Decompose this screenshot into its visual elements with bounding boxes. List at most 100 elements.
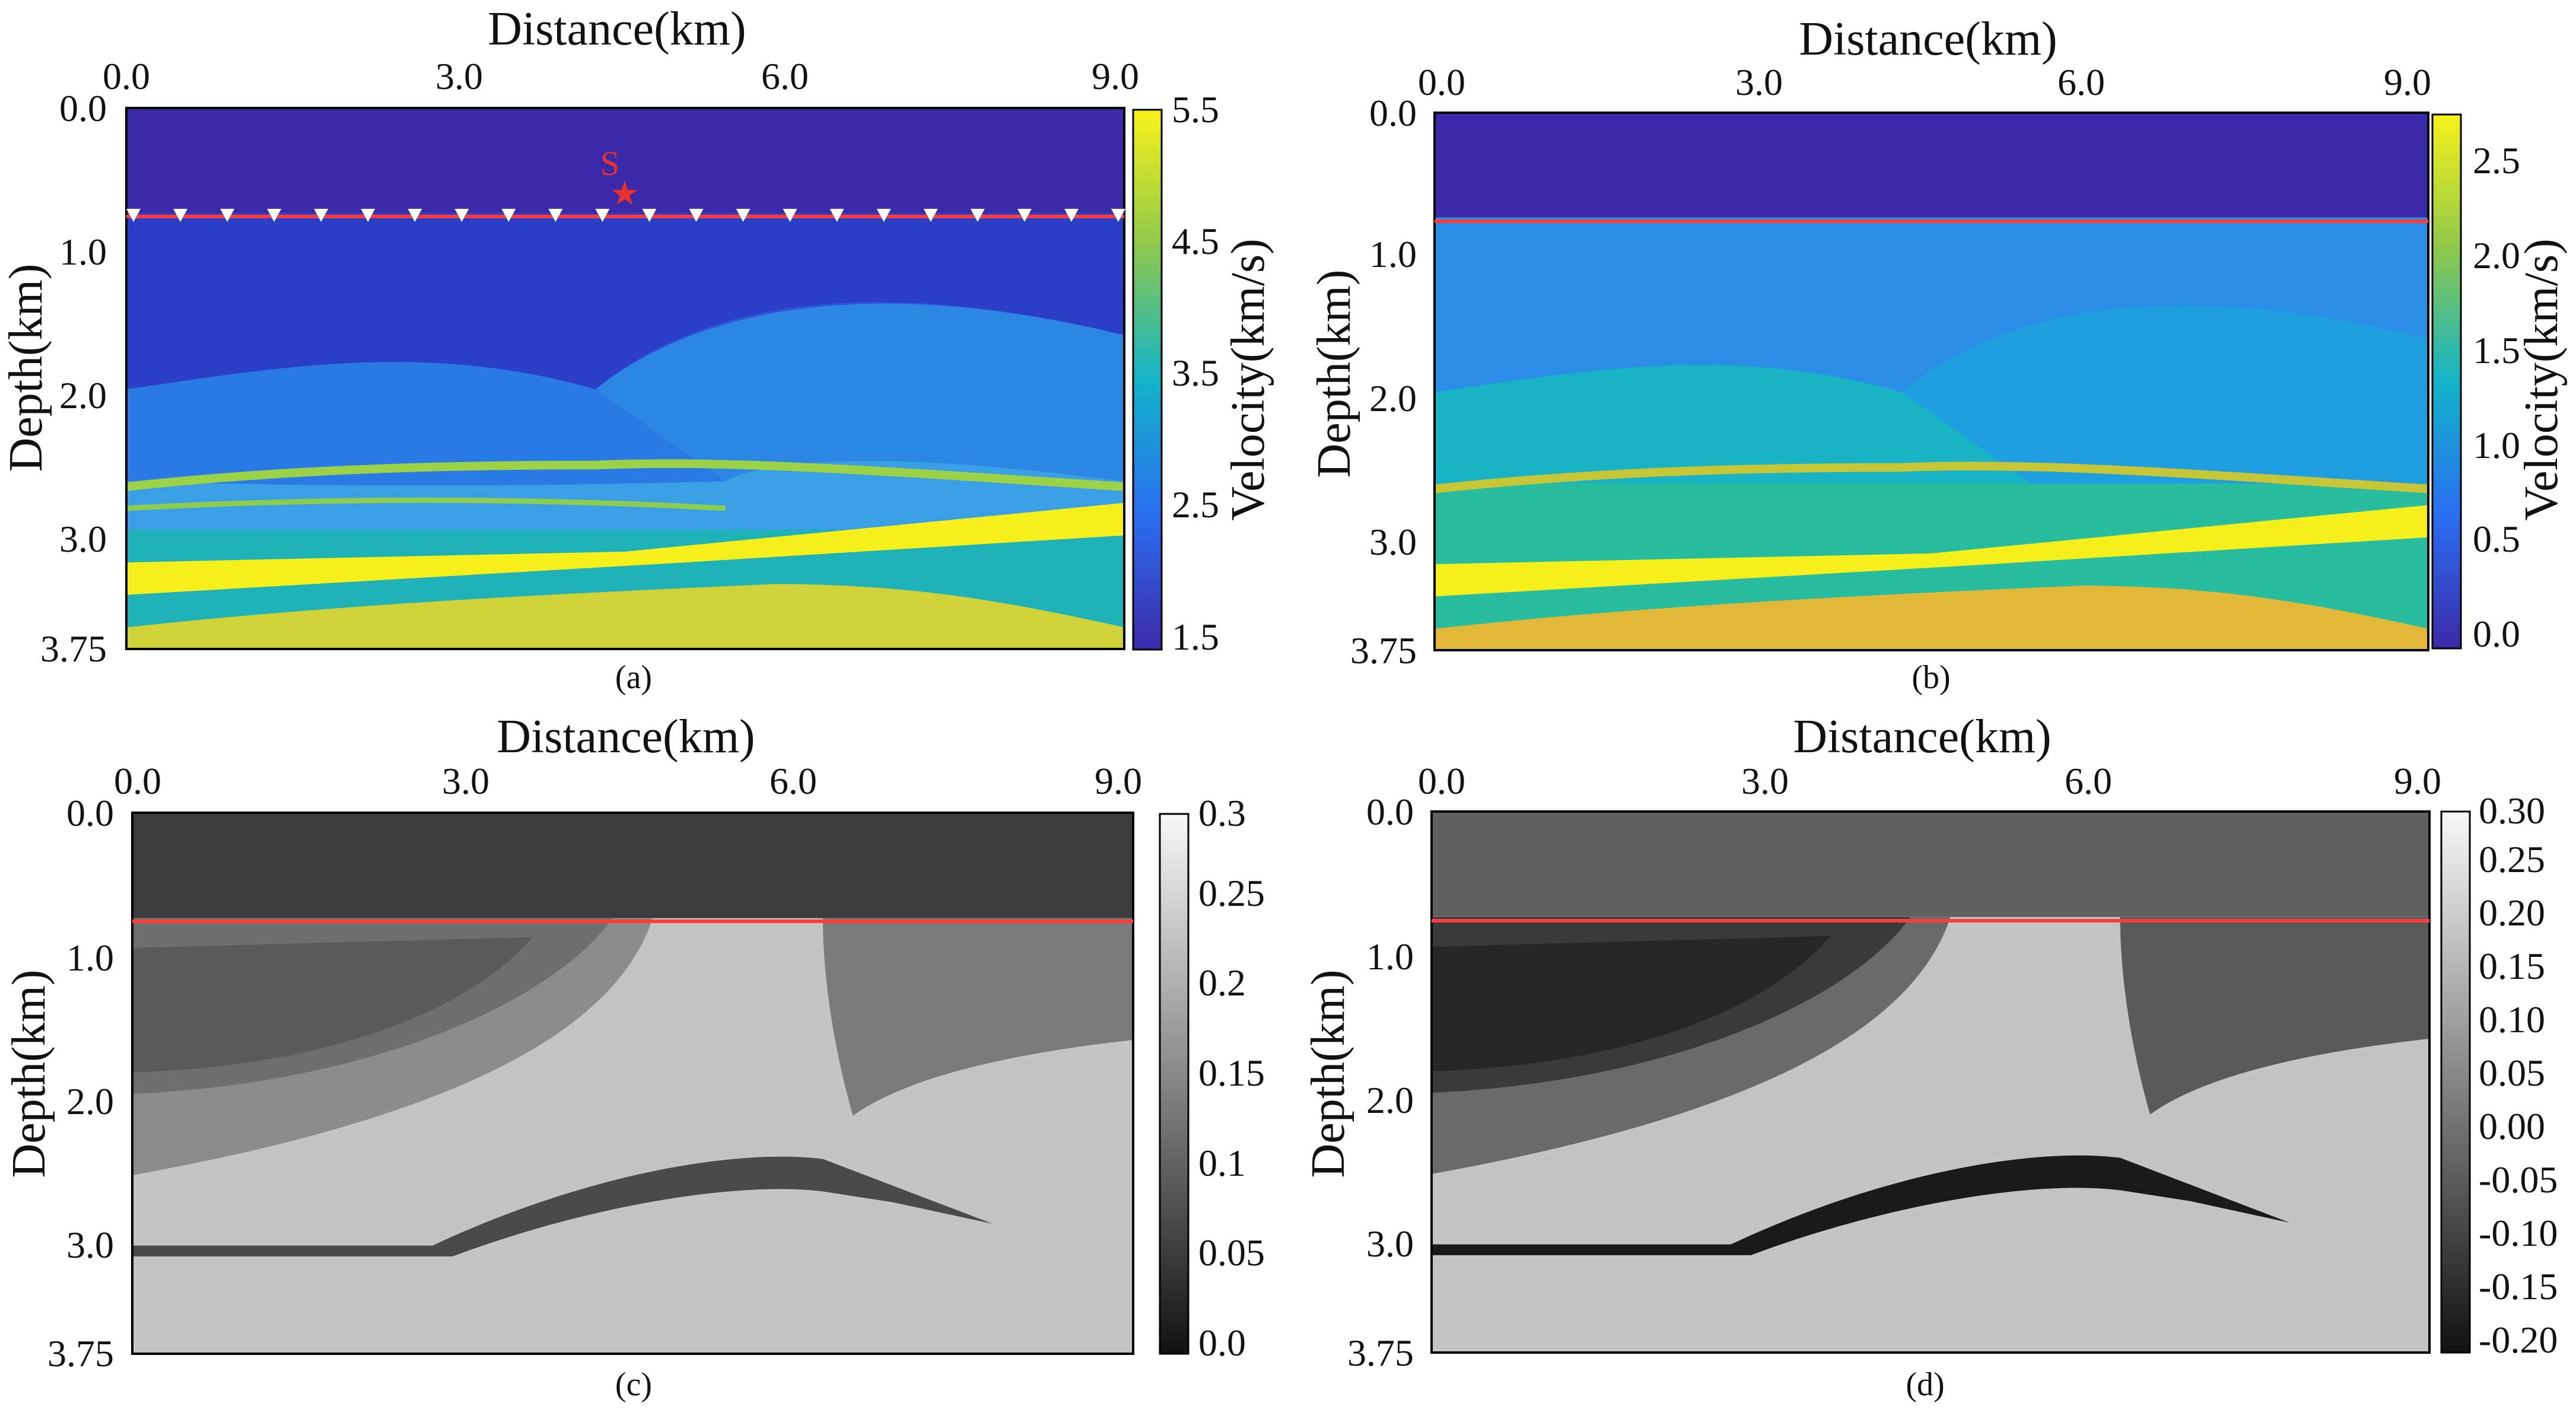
panel-d-ytick-4: 3.75 <box>1347 1332 1414 1374</box>
panel-d-cbar-tick-7: 0.15 <box>2479 945 2545 987</box>
receiver-triangle-icon <box>454 209 469 222</box>
receiver-triangle-icon <box>829 209 844 222</box>
panel-a-ytick-0: 0.0 <box>59 87 107 129</box>
panel-a-xtick-0: 0.0 <box>103 55 150 97</box>
panel-c-frame <box>131 812 1134 1355</box>
panel-c-cbar-tick-0: 0.0 <box>1198 1322 1246 1364</box>
panel-c-top-title: Distance(km) <box>497 711 755 763</box>
panel-d-ytick-0: 0.0 <box>1366 791 1414 833</box>
panel-d-cbar-tick-10: 0.30 <box>2479 790 2545 832</box>
panel-b: Distance(km) 0.0 3.0 6.0 9.0 0.0 1.0 2.0… <box>1308 13 2568 696</box>
panel-d-ytick-2: 2.0 <box>1366 1079 1414 1121</box>
panel-d-cbar-tick-2: -0.10 <box>2479 1212 2558 1254</box>
panel-a-cbar-tick-0: 1.5 <box>1172 616 1219 658</box>
panel-b-ytick-4: 3.75 <box>1350 629 1417 672</box>
panel-d-cbar-tick-9: 0.25 <box>2479 838 2545 880</box>
panel-d: Distance(km) 0.0 3.0 6.0 9.0 0.0 1.0 2.0… <box>1302 711 2558 1403</box>
panel-c-ytick-2: 2.0 <box>66 1080 114 1122</box>
panel-c-cbar-tick-2: 0.1 <box>1198 1142 1246 1184</box>
source-label: S <box>600 144 619 183</box>
panel-d-ytick-3: 3.0 <box>1366 1223 1414 1265</box>
panel-c-ytick-3: 3.0 <box>66 1224 114 1266</box>
panel-b-ytick-3: 3.0 <box>1369 521 1417 563</box>
panel-d-top-title: Distance(km) <box>1793 711 2051 763</box>
receiver-triangle-icon <box>501 209 516 222</box>
panel-a-colorbar <box>1132 109 1163 651</box>
panel-b-image <box>1435 113 2428 650</box>
receiver-triangle-icon <box>595 209 610 222</box>
receiver-triangle-icon <box>548 209 563 222</box>
panel-c-ytick-0: 0.0 <box>66 792 114 834</box>
panel-a-cbar-tick-1: 2.5 <box>1172 483 1219 526</box>
panel-c-xtick-3: 9.0 <box>1095 760 1142 802</box>
panel-b-cbar-tick-3: 1.5 <box>2473 329 2520 371</box>
panel-a-colorbar-label: Velocity(km/s) <box>1222 238 1274 520</box>
panel-b-xtick-0: 0.0 <box>1418 61 1465 103</box>
panel-b-cbar-tick-0: 0.0 <box>2473 613 2520 655</box>
panel-a-ytick-4: 3.75 <box>40 628 107 670</box>
receiver-triangle-icon <box>642 209 657 222</box>
panel-b-ylabel: Depth(km) <box>1308 269 1360 478</box>
receiver-triangle-icon <box>689 209 704 222</box>
panel-d-cbar-tick-6: 0.10 <box>2479 998 2545 1041</box>
receiver-triangle-icon <box>408 209 422 222</box>
receiver-triangle-icon <box>220 209 235 222</box>
receiver-triangle-icon <box>126 209 141 222</box>
receiver-triangle-icon <box>314 209 329 222</box>
panel-b-colorbar-label: Velocity(km/s) <box>2515 238 2568 520</box>
panel-c-ytick-4: 3.75 <box>47 1332 114 1375</box>
panel-b-cbar-tick-1: 0.5 <box>2473 518 2520 560</box>
receiver-triangle-icon <box>783 209 797 222</box>
panel-a-ytick-3: 3.0 <box>59 518 107 560</box>
panel-d-xtick-1: 3.0 <box>1741 760 1789 802</box>
receiver-triangle-icon <box>923 209 938 222</box>
panel-c-cbar-tick-3: 0.15 <box>1198 1052 1265 1094</box>
panel-d-xtick-2: 6.0 <box>2065 760 2112 802</box>
panel-b-frame <box>1433 112 2429 651</box>
panel-c-image <box>132 813 1133 1354</box>
panel-a-caption: (a) <box>615 659 652 696</box>
panel-b-colorbar <box>2431 113 2462 650</box>
panel-a-cbar-tick-2: 3.5 <box>1172 352 1219 394</box>
panel-c-cbar-tick-5: 0.25 <box>1198 872 1265 914</box>
panel-c-caption: (c) <box>615 1366 652 1403</box>
panel-d-caption: (d) <box>1906 1366 1944 1403</box>
receiver-triangle-icon <box>970 209 985 222</box>
panel-b-top-title: Distance(km) <box>1799 13 2057 65</box>
panel-a-cbar-tick-3: 4.5 <box>1172 220 1219 262</box>
panel-b-ytick-0: 0.0 <box>1369 92 1417 134</box>
source-star-icon: ★ <box>610 176 640 212</box>
panel-c-xtick-1: 3.0 <box>442 760 489 802</box>
panel-c-xtick-0: 0.0 <box>114 760 161 802</box>
panel-b-xtick-1: 3.0 <box>1735 61 1783 103</box>
panel-b-ytick-1: 1.0 <box>1369 233 1417 275</box>
panel-a-top-title: Distance(km) <box>488 3 746 55</box>
receiver-triangle-icon <box>173 209 188 222</box>
panel-c-cbar-tick-6: 0.3 <box>1198 792 1246 834</box>
panel-d-cbar-tick-3: -0.05 <box>2479 1159 2558 1201</box>
receiver-triangle-icon <box>1064 209 1079 222</box>
panel-a-ylabel: Depth(km) <box>0 263 52 472</box>
receiver-triangle-icon <box>1111 209 1125 222</box>
panel-b-cbar-tick-2: 1.0 <box>2473 424 2520 466</box>
receiver-triangle-icon <box>361 209 376 222</box>
panel-d-ytick-1: 1.0 <box>1366 936 1414 978</box>
receiver-triangle-icon <box>267 209 282 222</box>
receiver-triangle-icon <box>876 209 891 222</box>
panel-b-xtick-3: 9.0 <box>2384 61 2431 103</box>
panel-d-image <box>1432 812 2429 1353</box>
panel-d-ylabel: Depth(km) <box>1302 969 1354 1178</box>
panel-b-ytick-2: 2.0 <box>1369 377 1417 419</box>
receiver-triangle-icon <box>736 209 750 222</box>
panel-a-ytick-2: 2.0 <box>59 374 107 416</box>
panel-d-xtick-3: 9.0 <box>2394 760 2441 802</box>
panel-b-xtick-2: 6.0 <box>2057 61 2105 103</box>
panel-a-xtick-3: 9.0 <box>1092 55 1139 97</box>
panel-c: Distance(km) 0.0 3.0 6.0 9.0 0.0 1.0 2.0… <box>3 711 1265 1403</box>
panel-a-receivers <box>126 209 1125 222</box>
panel-a-cbar-tick-4: 5.5 <box>1172 88 1219 131</box>
panel-d-frame <box>1430 810 2431 1354</box>
panel-d-cbar-tick-4: 0.00 <box>2479 1105 2545 1147</box>
panel-b-cbar-tick-4: 2.0 <box>2473 234 2520 276</box>
panel-d-xtick-0: 0.0 <box>1418 760 1465 802</box>
